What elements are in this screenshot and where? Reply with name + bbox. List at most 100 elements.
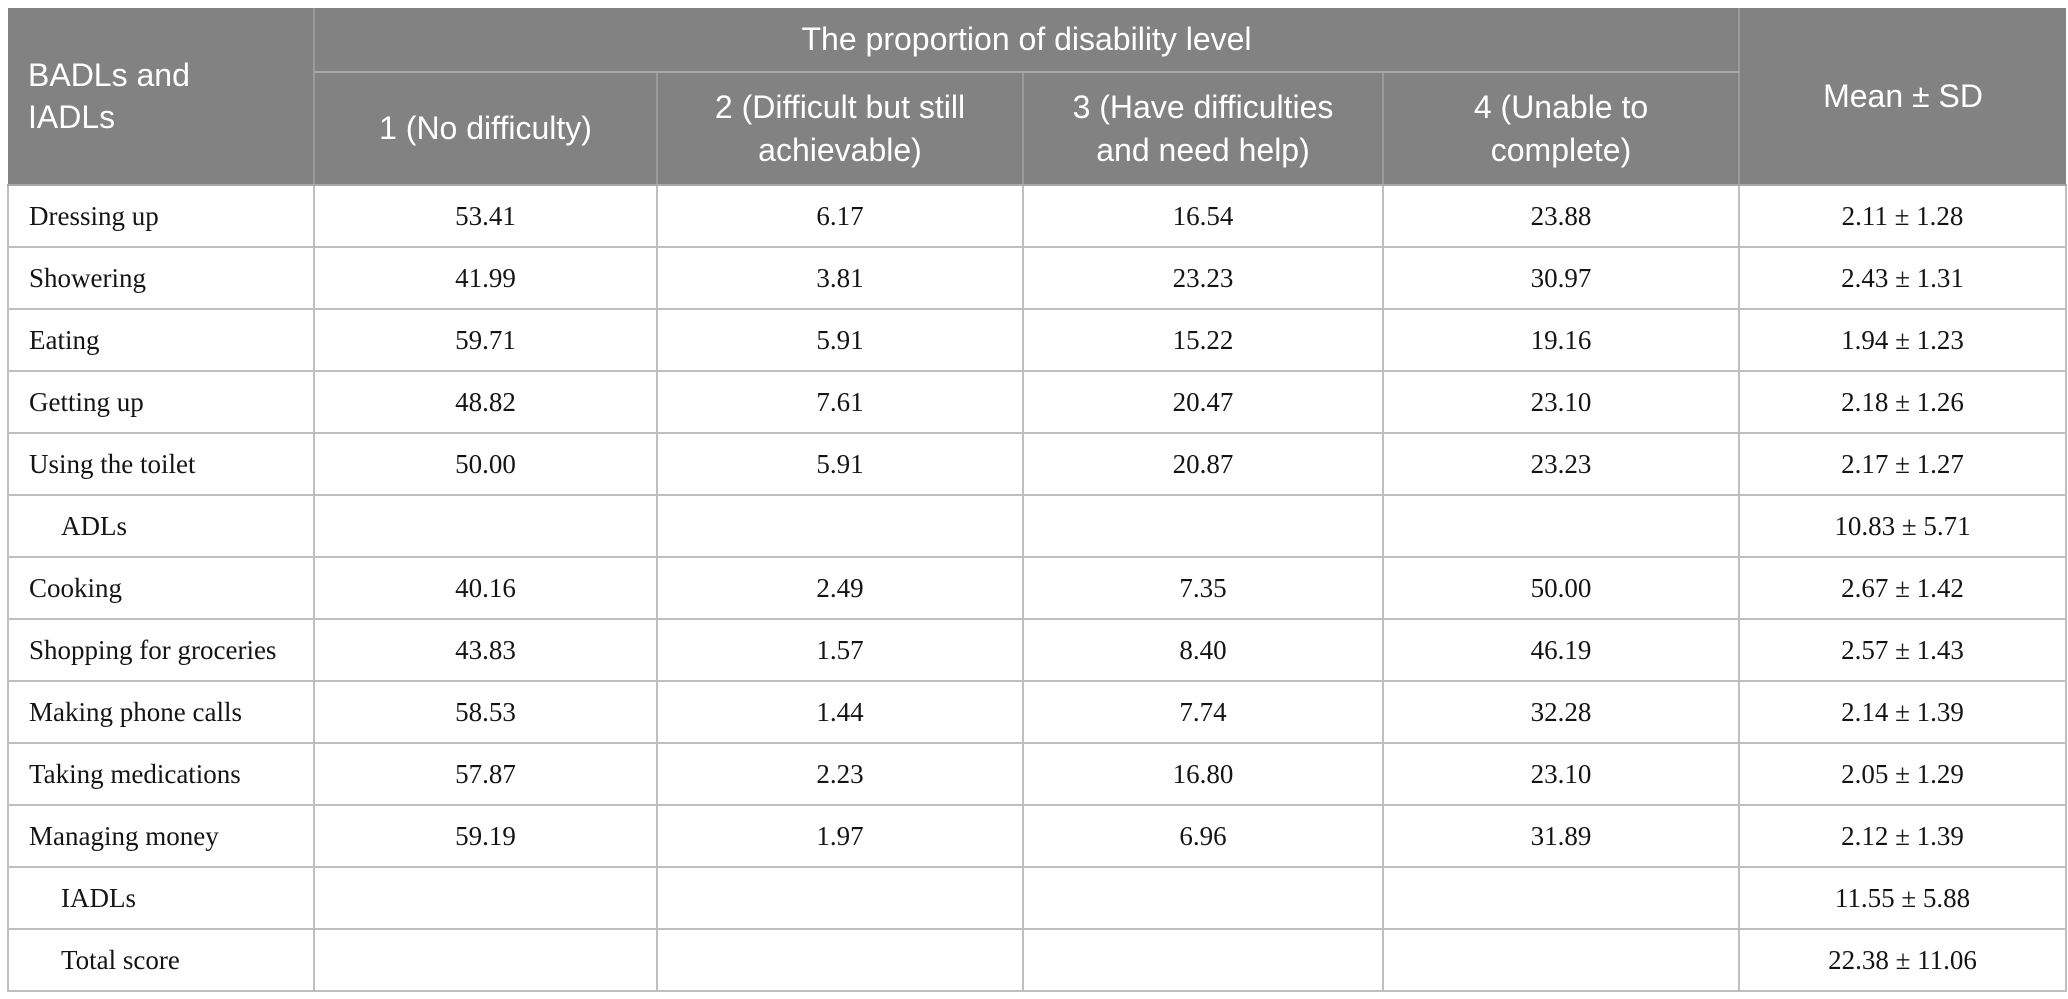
- proportion-value-cell: 6.96: [1022, 804, 1384, 868]
- proportion-value-cell: 6.17: [656, 184, 1024, 248]
- proportion-value-cell: [1022, 866, 1384, 930]
- proportion-value-cell: 50.00: [313, 432, 658, 496]
- proportion-value-cell: 48.82: [313, 370, 658, 434]
- mean-sd-value-cell: 2.05 ± 1.29: [1738, 742, 2068, 806]
- proportion-value-cell: [1022, 928, 1384, 992]
- mean-sd-value-cell: 2.12 ± 1.39: [1738, 804, 2068, 868]
- table-row: Using the toilet 50.00 5.91 20.87 23.23 2.17 …: [7, 432, 2068, 496]
- table-row: Total score 22.38 ± 11.06: [7, 928, 2068, 992]
- proportion-value-cell: 15.22: [1022, 308, 1384, 372]
- table-body: Dressing up 53.41 6.17 16.54 23.88 2.11 ± 1.2…: [7, 184, 2068, 992]
- proportion-value-cell: 50.00: [1381, 556, 1741, 620]
- proportion-value-cell: 31.89: [1381, 804, 1741, 868]
- proportion-value-cell: [656, 866, 1024, 930]
- proportion-value-cell: 59.71: [313, 308, 658, 372]
- mean-sd-value-cell: 2.67 ± 1.42: [1738, 556, 2068, 620]
- proportion-value-cell: 5.91: [656, 432, 1024, 496]
- table-row: IADLs 11.55 ± 5.88: [7, 866, 2068, 930]
- row-label-cell: Taking medications: [7, 742, 315, 806]
- row-label-cell: Using the toilet: [7, 432, 315, 496]
- proportion-value-cell: [1381, 494, 1741, 558]
- table-row: Showering 41.99 3.81 23.23 30.97 2.43 ± 1.31: [7, 246, 2068, 310]
- proportion-value-cell: 30.97: [1381, 246, 1741, 310]
- mean-sd-value-cell: 2.18 ± 1.26: [1738, 370, 2068, 434]
- row-label-cell: Managing money: [7, 804, 315, 868]
- proportion-value-cell: [1022, 494, 1384, 558]
- row-label-cell: Showering: [7, 246, 315, 310]
- proportion-value-cell: 53.41: [313, 184, 658, 248]
- proportion-value-cell: [313, 928, 658, 992]
- proportion-value-cell: 19.16: [1381, 308, 1741, 372]
- proportion-value-cell: 1.97: [656, 804, 1024, 868]
- mean-sd-value-cell: 10.83 ± 5.71: [1738, 494, 2068, 558]
- proportion-value-cell: 23.23: [1381, 432, 1741, 496]
- mean-sd-value-cell: 2.14 ± 1.39: [1738, 680, 2068, 744]
- table-row: Shopping for groceries 43.83 1.57 8.40 46.19…: [7, 618, 2068, 682]
- proportion-value-cell: 1.44: [656, 680, 1024, 744]
- row-label-cell: Shopping for groceries: [7, 618, 315, 682]
- proportion-value-cell: 32.28: [1381, 680, 1741, 744]
- proportion-value-cell: 20.87: [1022, 432, 1384, 496]
- table-row: Getting up 48.82 7.61 20.47 23.10 2.18 ± 1.26: [7, 370, 2068, 434]
- proportion-value-cell: 23.23: [1022, 246, 1384, 310]
- proportion-value-cell: 23.10: [1381, 742, 1741, 806]
- proportion-value-cell: 23.10: [1381, 370, 1741, 434]
- proportion-value-cell: [1381, 866, 1741, 930]
- proportion-value-cell: 7.74: [1022, 680, 1384, 744]
- header-cell-level-2: 2 (Difficult but still achievable): [656, 71, 1024, 186]
- proportion-value-cell: 57.87: [313, 742, 658, 806]
- proportion-value-cell: 20.47: [1022, 370, 1384, 434]
- table-header: BADLs and IADLs The proportion of disabi…: [8, 8, 2067, 186]
- row-label-cell: IADLs: [7, 866, 315, 930]
- proportion-value-cell: 16.80: [1022, 742, 1384, 806]
- proportion-value-cell: [656, 928, 1024, 992]
- proportion-value-cell: 2.49: [656, 556, 1024, 620]
- proportion-value-cell: [656, 494, 1024, 558]
- header-row-levels: 1 (No difficulty) 2 (Difficult but still…: [8, 71, 2066, 186]
- mean-sd-value-cell: 22.38 ± 11.06: [1738, 928, 2068, 992]
- header-cell-proportion-group: The proportion of disability level: [312, 8, 1741, 73]
- proportion-value-cell: 16.54: [1022, 184, 1384, 248]
- mean-sd-value-cell: 11.55 ± 5.88: [1738, 866, 2068, 930]
- header-cell-mean-sd: Mean ± SD: [1738, 8, 2067, 186]
- proportion-value-cell: 2.23: [656, 742, 1024, 806]
- proportion-value-cell: [1381, 928, 1741, 992]
- table-row: Taking medications 57.87 2.23 16.80 23.10 2.0…: [7, 742, 2068, 806]
- row-label-cell: Total score: [7, 928, 315, 992]
- table-row: Eating 59.71 5.91 15.22 19.16 1.94 ± 1.23: [7, 308, 2068, 372]
- proportion-value-cell: 8.40: [1022, 618, 1384, 682]
- proportion-value-cell: 41.99: [313, 246, 658, 310]
- row-label-cell: Cooking: [7, 556, 315, 620]
- table-row: Dressing up 53.41 6.17 16.54 23.88 2.11 ± 1.2…: [7, 184, 2068, 248]
- proportion-value-cell: 59.19: [313, 804, 658, 868]
- row-label-cell: ADLs: [7, 494, 315, 558]
- header-row-group: BADLs and IADLs The proportion of disabi…: [8, 8, 2067, 186]
- proportion-value-cell: 5.91: [656, 308, 1024, 372]
- proportion-value-cell: 23.88: [1381, 184, 1741, 248]
- header-cell-row-label: BADLs and IADLs: [8, 8, 315, 186]
- mean-sd-value-cell: 2.17 ± 1.27: [1738, 432, 2068, 496]
- table-row: Making phone calls 58.53 1.44 7.74 32.28 2.14…: [7, 680, 2068, 744]
- disability-table-container: BADLs and IADLs The proportion of disabi…: [7, 8, 2068, 992]
- proportion-value-cell: [313, 494, 658, 558]
- row-label-cell: Eating: [7, 308, 315, 372]
- table-row: Managing money 59.19 1.97 6.96 31.89 2.12 ± 1…: [7, 804, 2068, 868]
- proportion-value-cell: 43.83: [313, 618, 658, 682]
- proportion-value-cell: 46.19: [1381, 618, 1741, 682]
- mean-sd-value-cell: 2.57 ± 1.43: [1738, 618, 2068, 682]
- proportion-value-cell: [313, 866, 658, 930]
- header-cell-level-3: 3 (Have difficulties and need help): [1022, 71, 1384, 186]
- proportion-value-cell: 1.57: [656, 618, 1024, 682]
- proportion-value-cell: 40.16: [313, 556, 658, 620]
- header-cell-level-4: 4 (Unable to complete): [1381, 71, 1741, 186]
- proportion-value-cell: 3.81: [656, 246, 1024, 310]
- proportion-value-cell: 7.35: [1022, 556, 1384, 620]
- proportion-value-cell: 58.53: [313, 680, 658, 744]
- row-label-cell: Making phone calls: [7, 680, 315, 744]
- mean-sd-value-cell: 2.43 ± 1.31: [1738, 246, 2068, 310]
- row-label-cell: Getting up: [7, 370, 315, 434]
- table-row: Cooking 40.16 2.49 7.35 50.00 2.67 ± 1.42: [7, 556, 2068, 620]
- mean-sd-value-cell: 1.94 ± 1.23: [1738, 308, 2068, 372]
- table-row: ADLs 10.83 ± 5.71: [7, 494, 2068, 558]
- mean-sd-value-cell: 2.11 ± 1.28: [1738, 184, 2068, 248]
